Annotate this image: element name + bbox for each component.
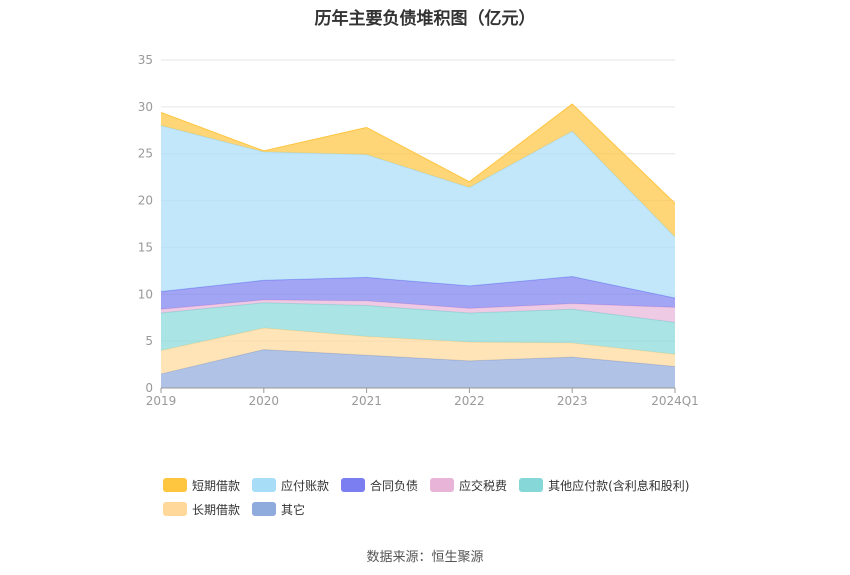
x-tick-label: 2023 — [557, 394, 588, 408]
legend-row: 短期借款 应付账款 合同负债 应交税费 其他应付款(含利息和股利) — [163, 473, 763, 497]
area-series-4[interactable] — [161, 276, 675, 310]
legend-label: 长期借款 — [192, 502, 241, 517]
y-tick-label: 35 — [138, 53, 153, 67]
legend-swatch — [163, 502, 187, 516]
chart-title: 历年主要负债堆积图（亿元） — [314, 9, 536, 29]
stacked-area-chart: 0 5 10 15 20 25 30 35 2019 2020 2021 2022 2023 2024Q1 — [138, 53, 699, 408]
y-tick-label: 10 — [138, 287, 153, 301]
legend-label: 应付账款 — [281, 478, 330, 493]
area-series-5[interactable] — [161, 125, 675, 299]
x-tick-label: 2019 — [146, 394, 177, 408]
legend: 短期借款 应付账款 合同负债 应交税费 其他应付款(含利息和股利) 长期借款 其它 — [163, 473, 763, 521]
area-series-0[interactable] — [161, 349, 675, 388]
area-series-2[interactable] — [161, 302, 675, 355]
x-tick-label: 2022 — [454, 394, 485, 408]
legend-item[interactable]: 短期借款 — [163, 477, 240, 494]
legend-label: 其他应付款(含利息和股利) — [548, 478, 690, 493]
legend-label: 合同负债 — [370, 478, 419, 493]
legend-label: 短期借款 — [192, 478, 241, 493]
legend-item[interactable]: 合同负债 — [341, 477, 418, 494]
y-tick-label: 20 — [138, 194, 153, 208]
legend-label: 其它 — [281, 502, 306, 517]
area-series — [160, 103, 676, 388]
legend-swatch — [163, 478, 187, 492]
legend-row: 长期借款 其它 — [163, 497, 763, 521]
legend-item[interactable]: 长期借款 — [163, 501, 240, 518]
legend-item[interactable]: 应付账款 — [252, 477, 329, 494]
axes: 0 5 10 15 20 25 30 35 2019 2020 2021 2022 2023 2024Q1 — [138, 53, 699, 408]
x-tick-label: 2024Q1 — [651, 394, 699, 408]
source-note: 数据来源：恒生聚源 — [366, 550, 484, 565]
area-series-3[interactable] — [161, 299, 675, 323]
area-series-edge-6 — [160, 103, 676, 204]
y-tick-label: 25 — [138, 147, 153, 161]
legend-swatch — [252, 502, 277, 516]
legend-item[interactable]: 应交税费 — [430, 477, 507, 494]
y-tick-label: 5 — [145, 334, 153, 348]
x-tick-label: 2021 — [351, 394, 382, 408]
legend-swatch — [341, 478, 366, 492]
area-series-1[interactable] — [161, 328, 675, 374]
legend-item[interactable]: 其他应付款(含利息和股利) — [519, 477, 689, 494]
legend-label: 应交税费 — [459, 478, 508, 493]
y-tick-label: 30 — [138, 100, 153, 114]
legend-swatch — [519, 478, 544, 492]
y-tick-label: 0 — [145, 381, 153, 395]
legend-swatch — [252, 478, 277, 492]
x-tick-label: 2020 — [249, 394, 280, 408]
legend-swatch — [430, 478, 455, 492]
area-series-6[interactable] — [161, 104, 675, 238]
legend-item[interactable]: 其它 — [252, 501, 305, 518]
y-tick-label: 15 — [138, 240, 153, 254]
